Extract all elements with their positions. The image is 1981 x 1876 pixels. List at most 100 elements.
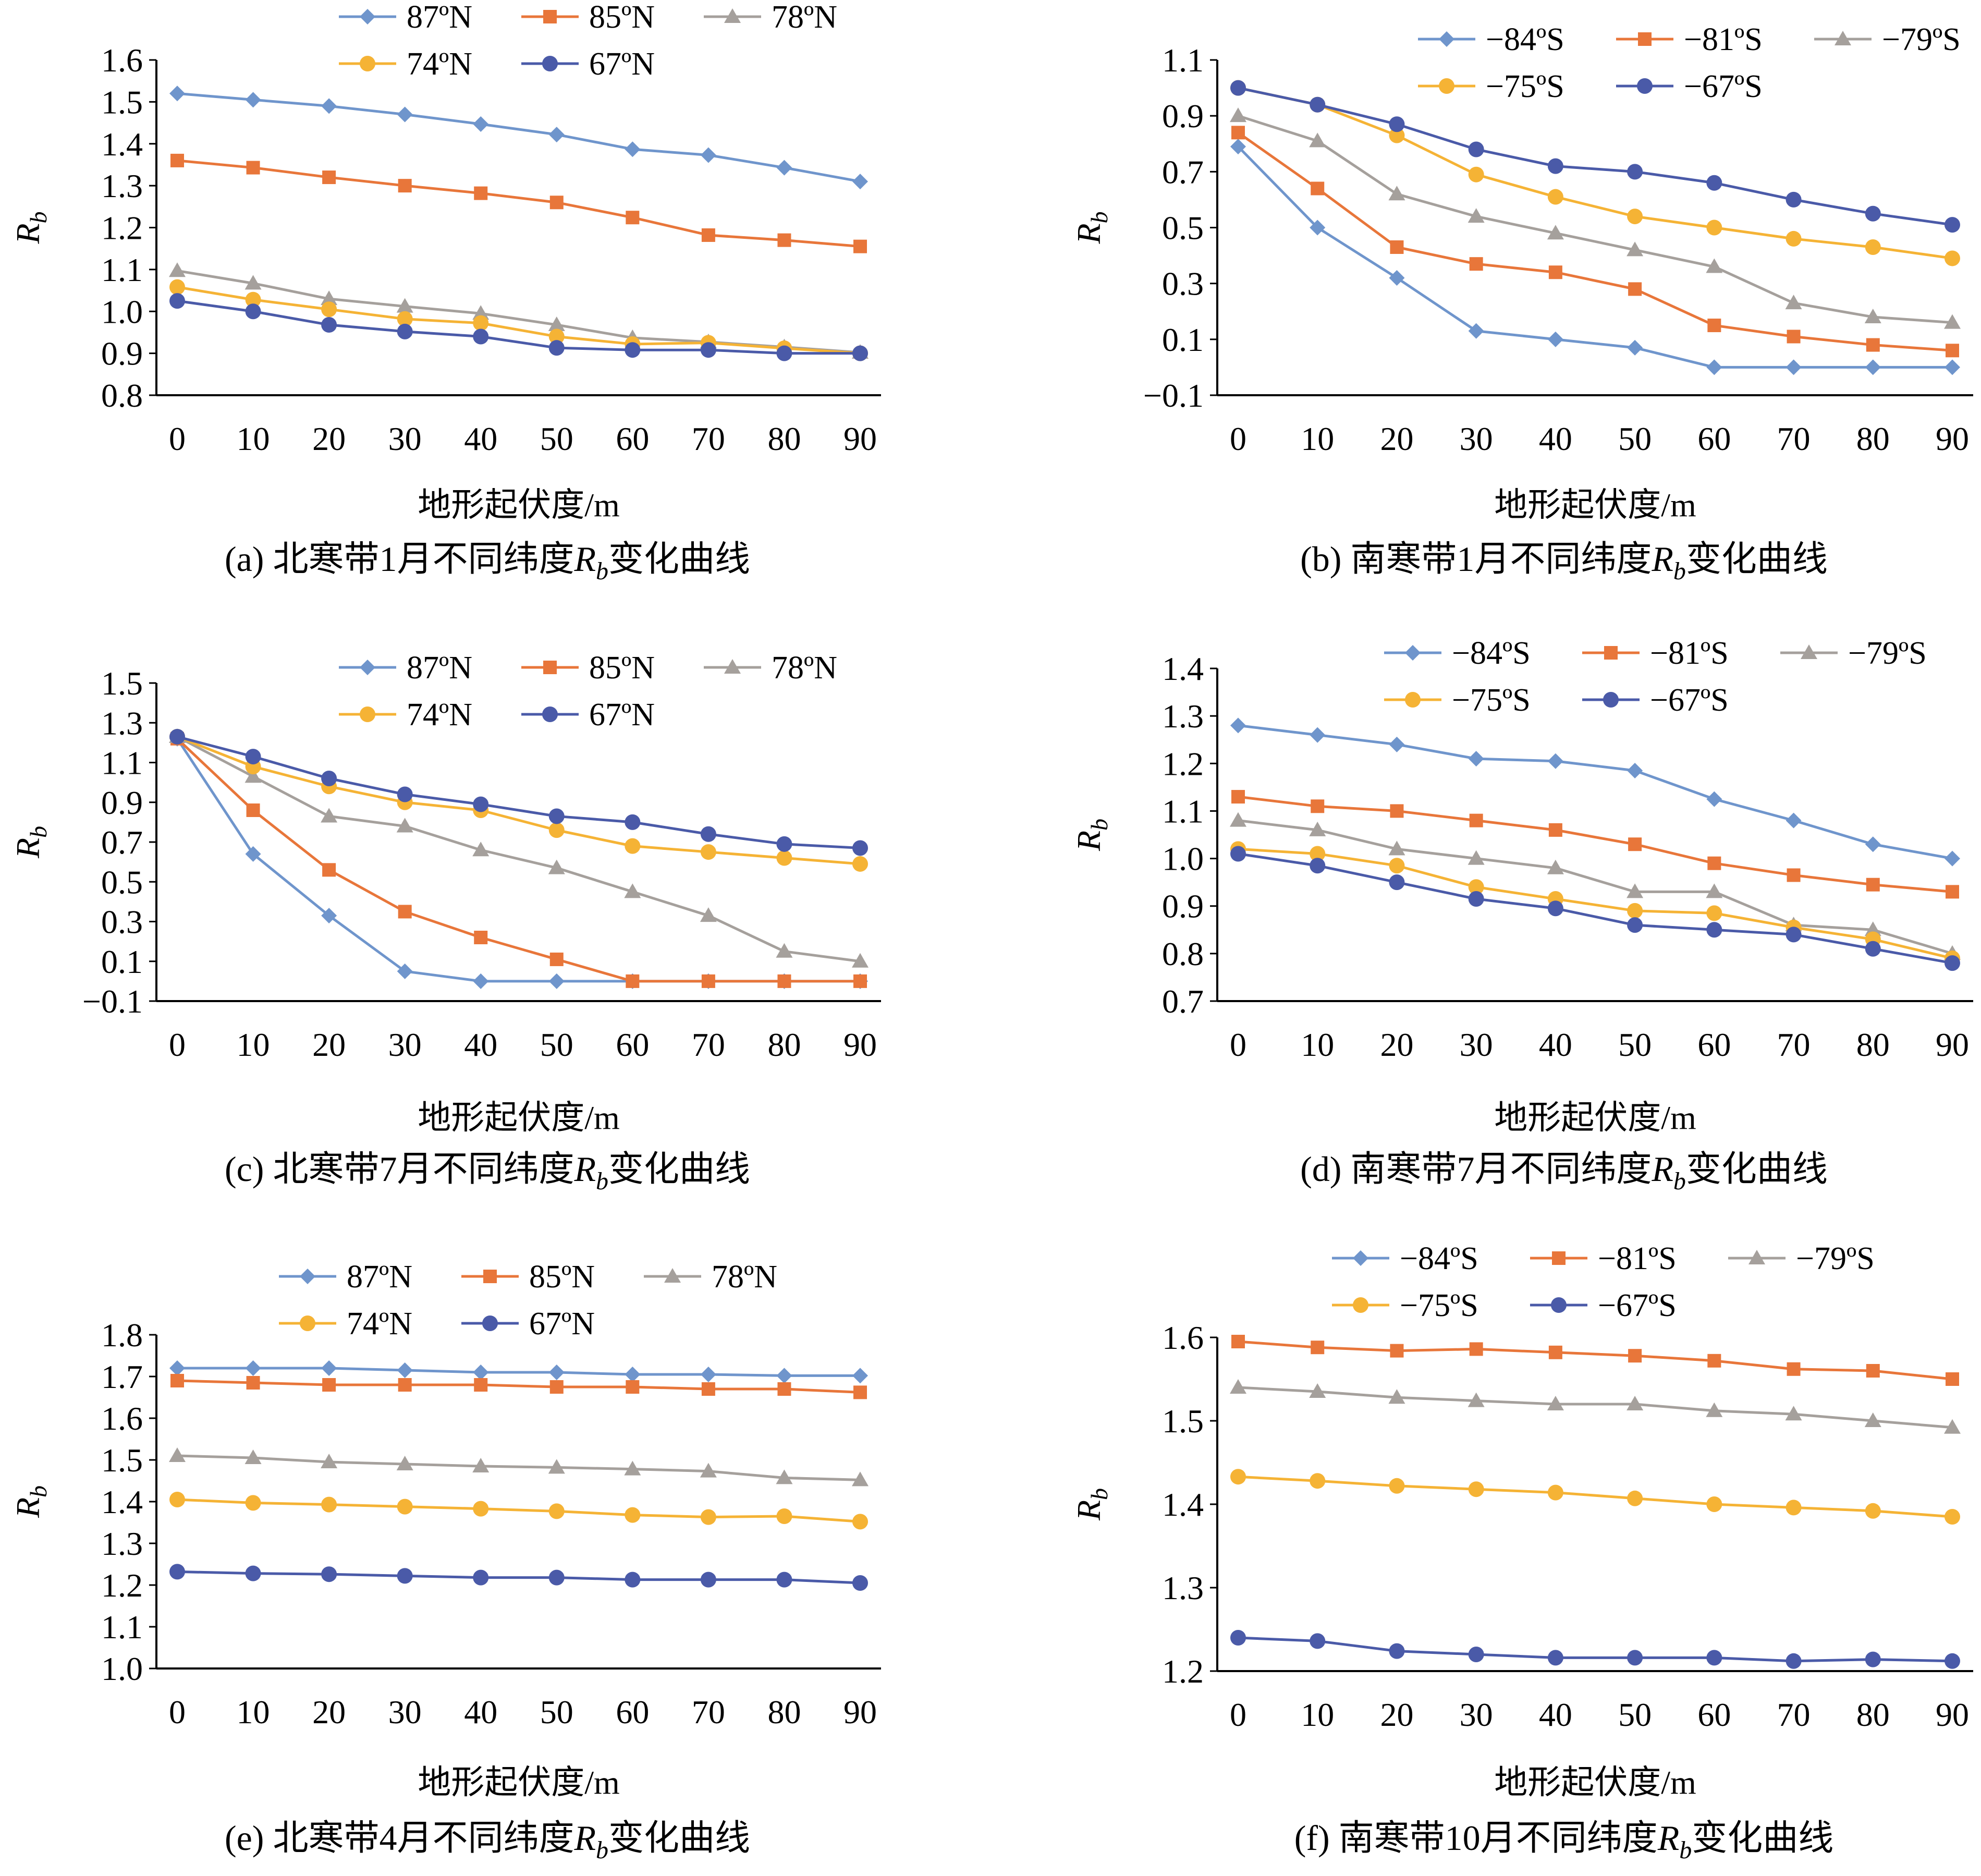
data-point <box>1706 220 1722 236</box>
data-point <box>1389 127 1405 143</box>
y-tick-label: 1.4 <box>1162 1486 1204 1523</box>
x-tick-label: 90 <box>1936 420 1969 457</box>
x-tick-label: 40 <box>464 420 497 457</box>
data-point <box>1389 874 1405 891</box>
y-axis-title: Rb <box>1070 1488 1112 1521</box>
data-point <box>398 179 412 193</box>
legend-swatch-marker <box>1439 78 1454 94</box>
series-3: 74ºN <box>169 697 868 872</box>
x-tick-label: 70 <box>692 1026 725 1063</box>
data-point <box>1627 762 1643 778</box>
data-point <box>548 340 565 356</box>
data-point <box>1547 189 1563 205</box>
legend-label: −81ºS <box>1650 636 1729 671</box>
data-point <box>1628 282 1642 296</box>
y-tick-label: 1.1 <box>1162 793 1204 830</box>
series-line <box>1237 145 1952 369</box>
y-tick-label: 1.3 <box>101 1525 143 1562</box>
legend-swatch-marker <box>483 1270 497 1283</box>
series-line <box>177 1498 861 1523</box>
data-point <box>1468 141 1484 157</box>
series-3: −75ºS <box>1230 1288 1960 1525</box>
data-point <box>321 98 337 114</box>
data-point <box>548 973 565 989</box>
caption-prefix: (e) 北寒带4月不同纬度 <box>225 1818 574 1858</box>
data-point <box>1468 891 1484 907</box>
data-point <box>1865 836 1881 852</box>
y-tick-label: 1.6 <box>1162 1319 1204 1356</box>
data-point <box>473 796 489 812</box>
data-point <box>396 1456 413 1470</box>
data-point <box>169 728 185 745</box>
data-point <box>245 1360 261 1376</box>
chart-caption: (e) 北寒带4月不同纬度Rb变化曲线 <box>225 1818 750 1864</box>
series-3: −75ºS <box>1230 69 1960 266</box>
data-point <box>700 1572 716 1588</box>
data-point <box>472 305 490 320</box>
series-4: −67ºS <box>1230 683 1960 971</box>
y-tick-label: 1.3 <box>101 704 143 741</box>
data-point <box>1865 359 1881 375</box>
legend-label: 78ºN <box>772 650 837 686</box>
y-tick-label: 0.1 <box>101 943 143 980</box>
data-point <box>1310 1633 1326 1649</box>
x-tick-label: 50 <box>1618 1026 1652 1063</box>
series-0: 87ºN <box>169 1259 868 1384</box>
legend-label: 67ºN <box>529 1306 595 1342</box>
data-point <box>1945 1509 1960 1525</box>
data-point <box>397 1499 413 1515</box>
y-axis-title-main: R <box>9 838 46 859</box>
data-point <box>321 1454 338 1468</box>
data-point <box>473 1501 489 1517</box>
data-point <box>396 298 413 313</box>
data-point <box>169 1447 186 1462</box>
x-tick-label: 20 <box>1380 1696 1413 1733</box>
data-point <box>548 822 565 838</box>
series-4: −67ºS <box>1230 69 1960 233</box>
data-point <box>1231 790 1245 804</box>
legend-swatch-marker <box>1801 644 1817 659</box>
y-tick-label: 1.3 <box>101 167 143 204</box>
data-point <box>1389 1478 1405 1494</box>
y-tick-label: 1.3 <box>1162 698 1204 735</box>
data-point <box>1230 717 1246 734</box>
data-point <box>1468 1647 1484 1662</box>
data-point <box>398 905 412 919</box>
data-point <box>1310 96 1326 113</box>
x-tick-label: 50 <box>1618 1696 1652 1733</box>
x-tick-label: 0 <box>169 1694 186 1731</box>
data-point <box>852 174 868 190</box>
x-tick-label: 70 <box>692 1694 725 1731</box>
y-axis-title-main: R <box>1070 223 1107 244</box>
x-tick-label: 70 <box>1777 1696 1811 1733</box>
caption-suffix: 变化曲线 <box>1686 1149 1828 1189</box>
data-point <box>625 1572 641 1588</box>
series-1: 85ºN <box>170 0 867 253</box>
data-point <box>1706 175 1722 191</box>
data-point <box>170 153 184 167</box>
data-point <box>1944 1419 1961 1434</box>
data-point <box>321 290 338 306</box>
legend-swatch-marker <box>1638 32 1652 46</box>
data-point <box>625 814 641 830</box>
legend-label: −79ºS <box>1848 636 1927 671</box>
data-point <box>474 1378 488 1392</box>
data-point <box>1945 359 1960 375</box>
series-line <box>1238 1475 1953 1518</box>
data-point <box>1547 225 1564 240</box>
y-tick-label: 1.0 <box>1162 840 1204 878</box>
x-tick-label: 30 <box>1460 1696 1493 1733</box>
series-line <box>1238 87 1953 226</box>
data-point <box>625 1367 641 1382</box>
data-point <box>169 1564 185 1580</box>
data-point <box>1628 1349 1642 1363</box>
data-point <box>1548 823 1562 837</box>
series-1: −81ºS <box>1231 22 1959 358</box>
y-tick-label: 1.0 <box>101 1650 143 1687</box>
legend-swatch-marker <box>1353 1297 1368 1313</box>
x-tick-label: 90 <box>843 1694 877 1731</box>
y-tick-label: 0.5 <box>1162 210 1204 247</box>
y-axis-title-subscript: b <box>1086 211 1112 223</box>
y-tick-label: 1.0 <box>101 293 143 330</box>
data-point <box>321 301 337 318</box>
